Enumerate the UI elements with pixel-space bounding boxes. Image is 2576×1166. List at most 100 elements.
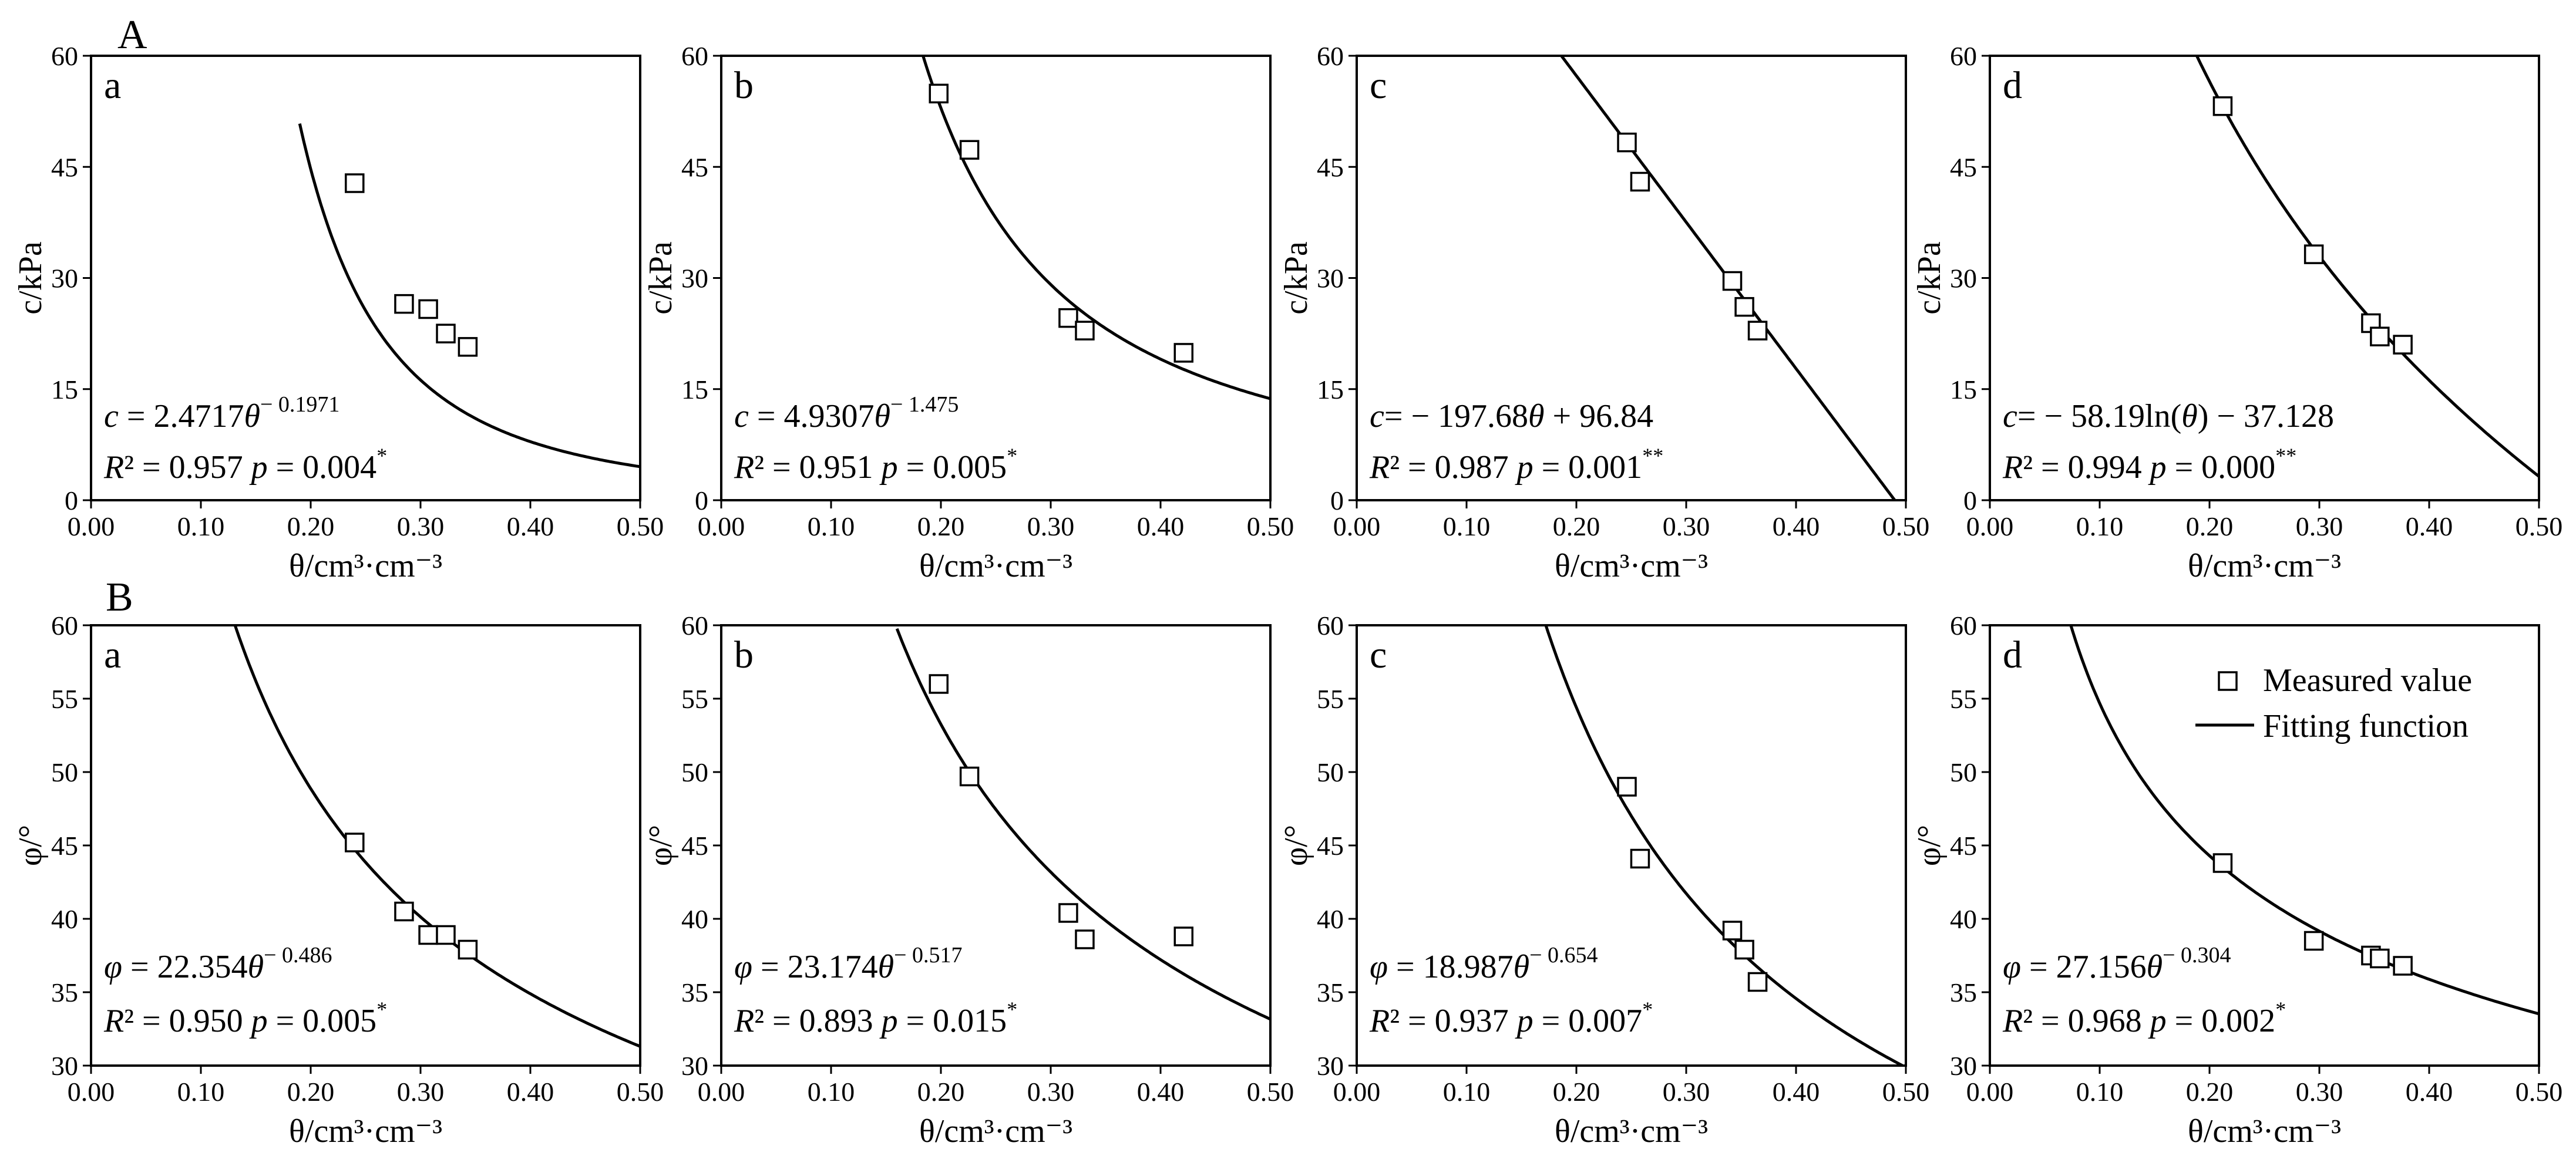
data-point [1722, 271, 1743, 291]
data-point [394, 901, 414, 922]
y-axis-title: φ/° [1911, 825, 1948, 866]
data-point [1617, 132, 1637, 153]
x-tick-label: 0.30 [397, 1077, 445, 1107]
y-tick-label: 60 [51, 41, 78, 71]
y-tick-label: 0 [1963, 486, 1977, 515]
y-tick-label: 35 [681, 978, 708, 1007]
group-label-b: B [106, 575, 133, 620]
x-axis-title: θ/cm³·cm⁻³ [919, 548, 1072, 584]
data-point [1630, 848, 1650, 869]
y-tick-label: 60 [51, 611, 78, 641]
y-tick-label: 60 [1950, 611, 1977, 641]
x-tick-label: 0.00 [1966, 1077, 2014, 1107]
x-axis-title: θ/cm³·cm⁻³ [919, 1113, 1072, 1150]
y-axis-title: c/kPa [1278, 241, 1314, 315]
panel-letter: b [734, 633, 754, 676]
x-tick-label: 0.50 [617, 1077, 664, 1107]
y-tick-label: 35 [51, 978, 78, 1007]
legend-label-fitting: Fitting function [2263, 708, 2469, 744]
y-tick-label: 40 [51, 904, 78, 934]
fit-equation: φ = 22.354θ− 0.486 [104, 943, 332, 985]
x-tick-label: 0.40 [507, 1077, 554, 1107]
x-tick-label: 0.20 [1553, 511, 1600, 541]
y-tick-label: 45 [681, 831, 708, 861]
data-point [418, 299, 438, 319]
fit-stats: R² = 0.951 p = 0.005* [734, 444, 1017, 486]
panels-container: 0.00 0.10 0.20 0.30 0.40 0.50 0 15 30 45 60 θ/cm³·c… [12, 41, 2562, 1150]
fit-stats: R² = 0.893 p = 0.015* [734, 997, 1017, 1039]
y-tick-label: 30 [1950, 264, 1977, 294]
data-point [2393, 335, 2413, 355]
y-axis-title: φ/° [12, 825, 49, 866]
x-tick-label: 0.20 [917, 1077, 965, 1107]
data-point [1173, 926, 1194, 946]
data-point [2370, 948, 2390, 969]
panel-b-d: 0.00 0.10 0.20 0.30 0.40 0.50 30 35 40 45 50 55 60 θ/… [1911, 611, 2562, 1150]
x-tick-label: 0.00 [68, 511, 115, 541]
group-label-a: A [117, 12, 147, 58]
panel-b-a: 0.00 0.10 0.20 0.30 0.40 0.50 30 35 40 45 50 55 60 θ/… [12, 611, 664, 1150]
y-tick-label: 60 [681, 611, 708, 641]
y-tick-label: 50 [51, 757, 78, 787]
x-tick-label: 0.20 [1553, 1077, 1600, 1107]
x-axis-title: θ/cm³·cm⁻³ [289, 548, 442, 584]
y-tick-label: 45 [51, 831, 78, 861]
x-tick-label: 0.30 [1027, 1077, 1075, 1107]
y-tick-label: 15 [681, 375, 708, 405]
y-tick-label: 45 [681, 152, 708, 182]
x-tick-label: 0.40 [2406, 511, 2453, 541]
y-tick-label: 45 [1317, 831, 1344, 861]
y-tick-label: 45 [1950, 152, 1977, 182]
fit-stats: R² = 0.937 p = 0.007* [1369, 997, 1653, 1039]
data-point [1747, 972, 1768, 992]
y-tick-label: 55 [681, 684, 708, 714]
x-tick-label: 0.40 [1773, 1077, 1820, 1107]
x-tick-label: 0.50 [617, 511, 664, 541]
data-point [2212, 853, 2233, 873]
y-tick-label: 30 [51, 1051, 78, 1081]
fit-equation: c = 4.9307θ− 1.475 [734, 392, 959, 434]
panel-letter: b [734, 64, 754, 107]
x-tick-label: 0.00 [1966, 511, 2014, 541]
y-tick-label: 60 [1317, 41, 1344, 71]
fitting-curve [233, 625, 640, 1048]
panel-a-b: 0.00 0.10 0.20 0.30 0.40 0.50 0 15 30 45 60 θ/cm³·c… [643, 41, 1294, 584]
x-tick-label: 0.50 [2516, 1077, 2563, 1107]
x-tick-label: 0.50 [1247, 511, 1294, 541]
data-point [1734, 296, 1754, 317]
x-axis-title: θ/cm³·cm⁻³ [289, 1113, 442, 1150]
y-tick-label: 55 [1950, 684, 1977, 714]
plot-frame [90, 624, 641, 1067]
x-tick-label: 0.00 [1333, 511, 1381, 541]
data-point [2303, 931, 2324, 951]
panel-letter: d [2003, 633, 2022, 676]
x-tick-label: 0.10 [1443, 511, 1491, 541]
panel-letter: a [104, 64, 121, 107]
y-tick-label: 30 [681, 1051, 708, 1081]
panel-a-a: 0.00 0.10 0.20 0.30 0.40 0.50 0 15 30 45 60 θ/cm³·c… [12, 41, 664, 584]
y-tick-label: 30 [1950, 1051, 1977, 1081]
y-tick-label: 15 [51, 375, 78, 405]
fit-equation: φ = 27.156θ− 0.304 [2003, 943, 2231, 985]
y-tick-label: 30 [1317, 264, 1344, 294]
x-tick-label: 0.10 [2076, 511, 2124, 541]
x-axis-title: θ/cm³·cm⁻³ [1555, 1113, 1708, 1150]
y-tick-label: 15 [1950, 375, 1977, 405]
y-tick-label: 30 [1317, 1051, 1344, 1081]
panel-a-d: 0.00 0.10 0.20 0.30 0.40 0.50 0 15 30 45 60 θ/cm³·c… [1911, 41, 2562, 584]
data-point [436, 925, 456, 945]
data-point [1722, 921, 1743, 941]
x-tick-label: 0.20 [2186, 511, 2234, 541]
panel-letter: c [1370, 64, 1387, 107]
y-axis-title: c/kPa [643, 241, 679, 315]
x-tick-label: 0.30 [2296, 511, 2343, 541]
data-point [929, 674, 949, 694]
fit-equation: φ = 18.987θ− 0.654 [1370, 943, 1598, 985]
x-tick-label: 0.40 [2406, 1077, 2453, 1107]
y-axis-title: φ/° [643, 825, 679, 866]
x-tick-label: 0.30 [1027, 511, 1075, 541]
y-tick-label: 50 [1950, 757, 1977, 787]
fitting-curve [2195, 56, 2539, 478]
fitting-curve [895, 628, 1270, 1021]
y-tick-label: 15 [1317, 375, 1344, 405]
